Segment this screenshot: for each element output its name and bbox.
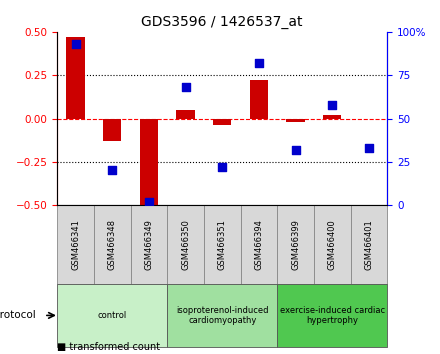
Title: GDS3596 / 1426537_at: GDS3596 / 1426537_at bbox=[141, 16, 303, 29]
FancyBboxPatch shape bbox=[314, 205, 351, 284]
Text: isoproterenol-induced
cardiomyopathy: isoproterenol-induced cardiomyopathy bbox=[176, 306, 268, 325]
FancyBboxPatch shape bbox=[241, 205, 277, 284]
Text: GSM466400: GSM466400 bbox=[328, 219, 337, 270]
Point bbox=[292, 147, 299, 153]
Point bbox=[365, 145, 372, 151]
Point bbox=[182, 85, 189, 90]
Text: GSM466349: GSM466349 bbox=[144, 219, 154, 270]
Text: GSM466348: GSM466348 bbox=[108, 219, 117, 270]
Bar bbox=[66, 37, 85, 119]
Bar bbox=[286, 119, 305, 122]
FancyBboxPatch shape bbox=[131, 205, 167, 284]
FancyBboxPatch shape bbox=[167, 284, 277, 347]
FancyBboxPatch shape bbox=[277, 284, 387, 347]
FancyBboxPatch shape bbox=[351, 205, 387, 284]
Bar bbox=[323, 115, 341, 119]
FancyBboxPatch shape bbox=[277, 205, 314, 284]
Text: GSM466341: GSM466341 bbox=[71, 219, 80, 270]
Point bbox=[329, 102, 336, 108]
Point bbox=[255, 60, 262, 66]
Text: GSM466394: GSM466394 bbox=[254, 219, 264, 270]
FancyBboxPatch shape bbox=[204, 205, 241, 284]
Text: GSM466399: GSM466399 bbox=[291, 219, 300, 270]
Text: exercise-induced cardiac
hypertrophy: exercise-induced cardiac hypertrophy bbox=[280, 306, 385, 325]
Text: control: control bbox=[98, 311, 127, 320]
Text: ■ transformed count: ■ transformed count bbox=[57, 342, 160, 352]
Point bbox=[72, 41, 79, 47]
Bar bbox=[213, 119, 231, 125]
Bar bbox=[103, 119, 121, 141]
Text: GSM466350: GSM466350 bbox=[181, 219, 190, 270]
FancyBboxPatch shape bbox=[167, 205, 204, 284]
Bar bbox=[250, 80, 268, 119]
FancyBboxPatch shape bbox=[94, 205, 131, 284]
Text: GSM466401: GSM466401 bbox=[364, 219, 374, 270]
FancyBboxPatch shape bbox=[57, 205, 94, 284]
Bar bbox=[176, 110, 194, 119]
Text: protocol: protocol bbox=[0, 310, 36, 320]
Point bbox=[145, 199, 152, 205]
FancyBboxPatch shape bbox=[57, 284, 167, 347]
Text: GSM466351: GSM466351 bbox=[218, 219, 227, 270]
Point bbox=[109, 168, 116, 173]
Point bbox=[219, 164, 226, 170]
Bar bbox=[140, 119, 158, 205]
